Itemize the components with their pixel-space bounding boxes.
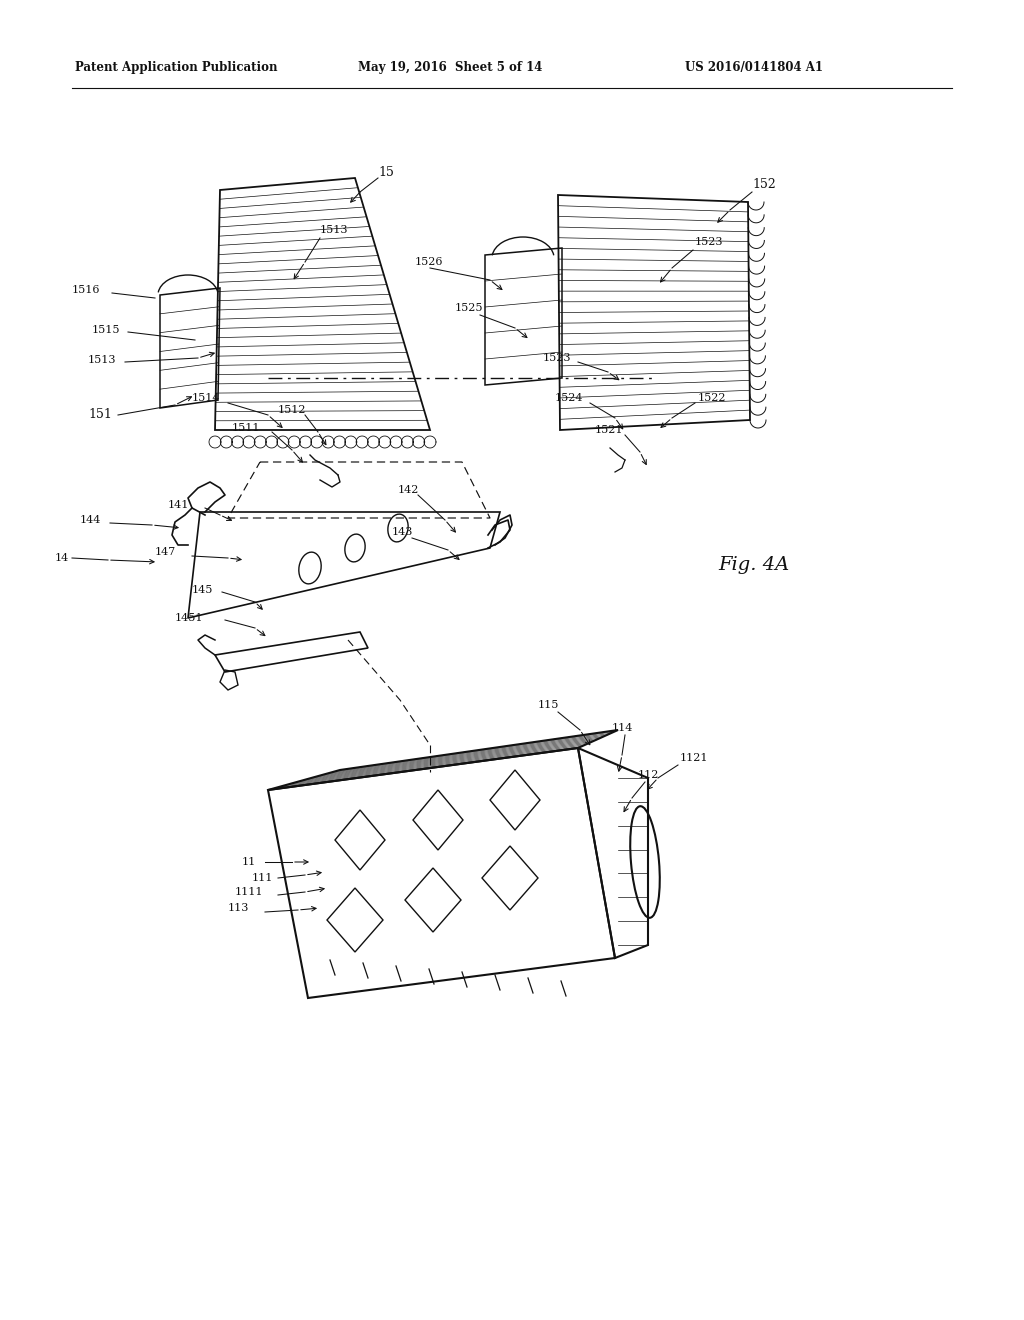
Text: 1514: 1514: [193, 393, 220, 403]
Text: 1121: 1121: [680, 752, 709, 763]
Text: 142: 142: [398, 484, 420, 495]
Text: 152: 152: [752, 178, 776, 191]
Text: 1521: 1521: [595, 425, 624, 436]
Text: 113: 113: [228, 903, 250, 913]
Text: 143: 143: [392, 527, 414, 537]
Text: US 2016/0141804 A1: US 2016/0141804 A1: [685, 62, 823, 74]
Text: 1523: 1523: [695, 238, 724, 247]
Text: 1516: 1516: [72, 285, 100, 294]
Text: 141: 141: [168, 500, 189, 510]
Text: 1515: 1515: [92, 325, 121, 335]
Text: Fig. 4A: Fig. 4A: [718, 556, 790, 574]
Text: 112: 112: [638, 770, 659, 780]
Text: 115: 115: [538, 700, 559, 710]
Text: May 19, 2016  Sheet 5 of 14: May 19, 2016 Sheet 5 of 14: [358, 62, 543, 74]
Text: 147: 147: [155, 546, 176, 557]
Text: 1512: 1512: [278, 405, 306, 414]
Text: 114: 114: [612, 723, 634, 733]
Text: 1513: 1513: [88, 355, 117, 366]
Text: 1525: 1525: [455, 304, 483, 313]
Text: 1523: 1523: [543, 352, 571, 363]
Text: 1522: 1522: [698, 393, 726, 403]
Text: 14: 14: [55, 553, 70, 564]
Text: 151: 151: [88, 408, 112, 421]
Text: 145: 145: [193, 585, 213, 595]
Text: 1451: 1451: [175, 612, 204, 623]
Text: 1511: 1511: [232, 422, 260, 433]
Text: 15: 15: [378, 165, 394, 178]
Text: Patent Application Publication: Patent Application Publication: [75, 62, 278, 74]
Text: 1526: 1526: [415, 257, 443, 267]
Text: 111: 111: [252, 873, 273, 883]
Text: 1513: 1513: [319, 224, 348, 235]
Text: 144: 144: [80, 515, 101, 525]
Text: 11: 11: [242, 857, 256, 867]
Text: 1111: 1111: [234, 887, 263, 898]
Text: 1524: 1524: [555, 393, 584, 403]
